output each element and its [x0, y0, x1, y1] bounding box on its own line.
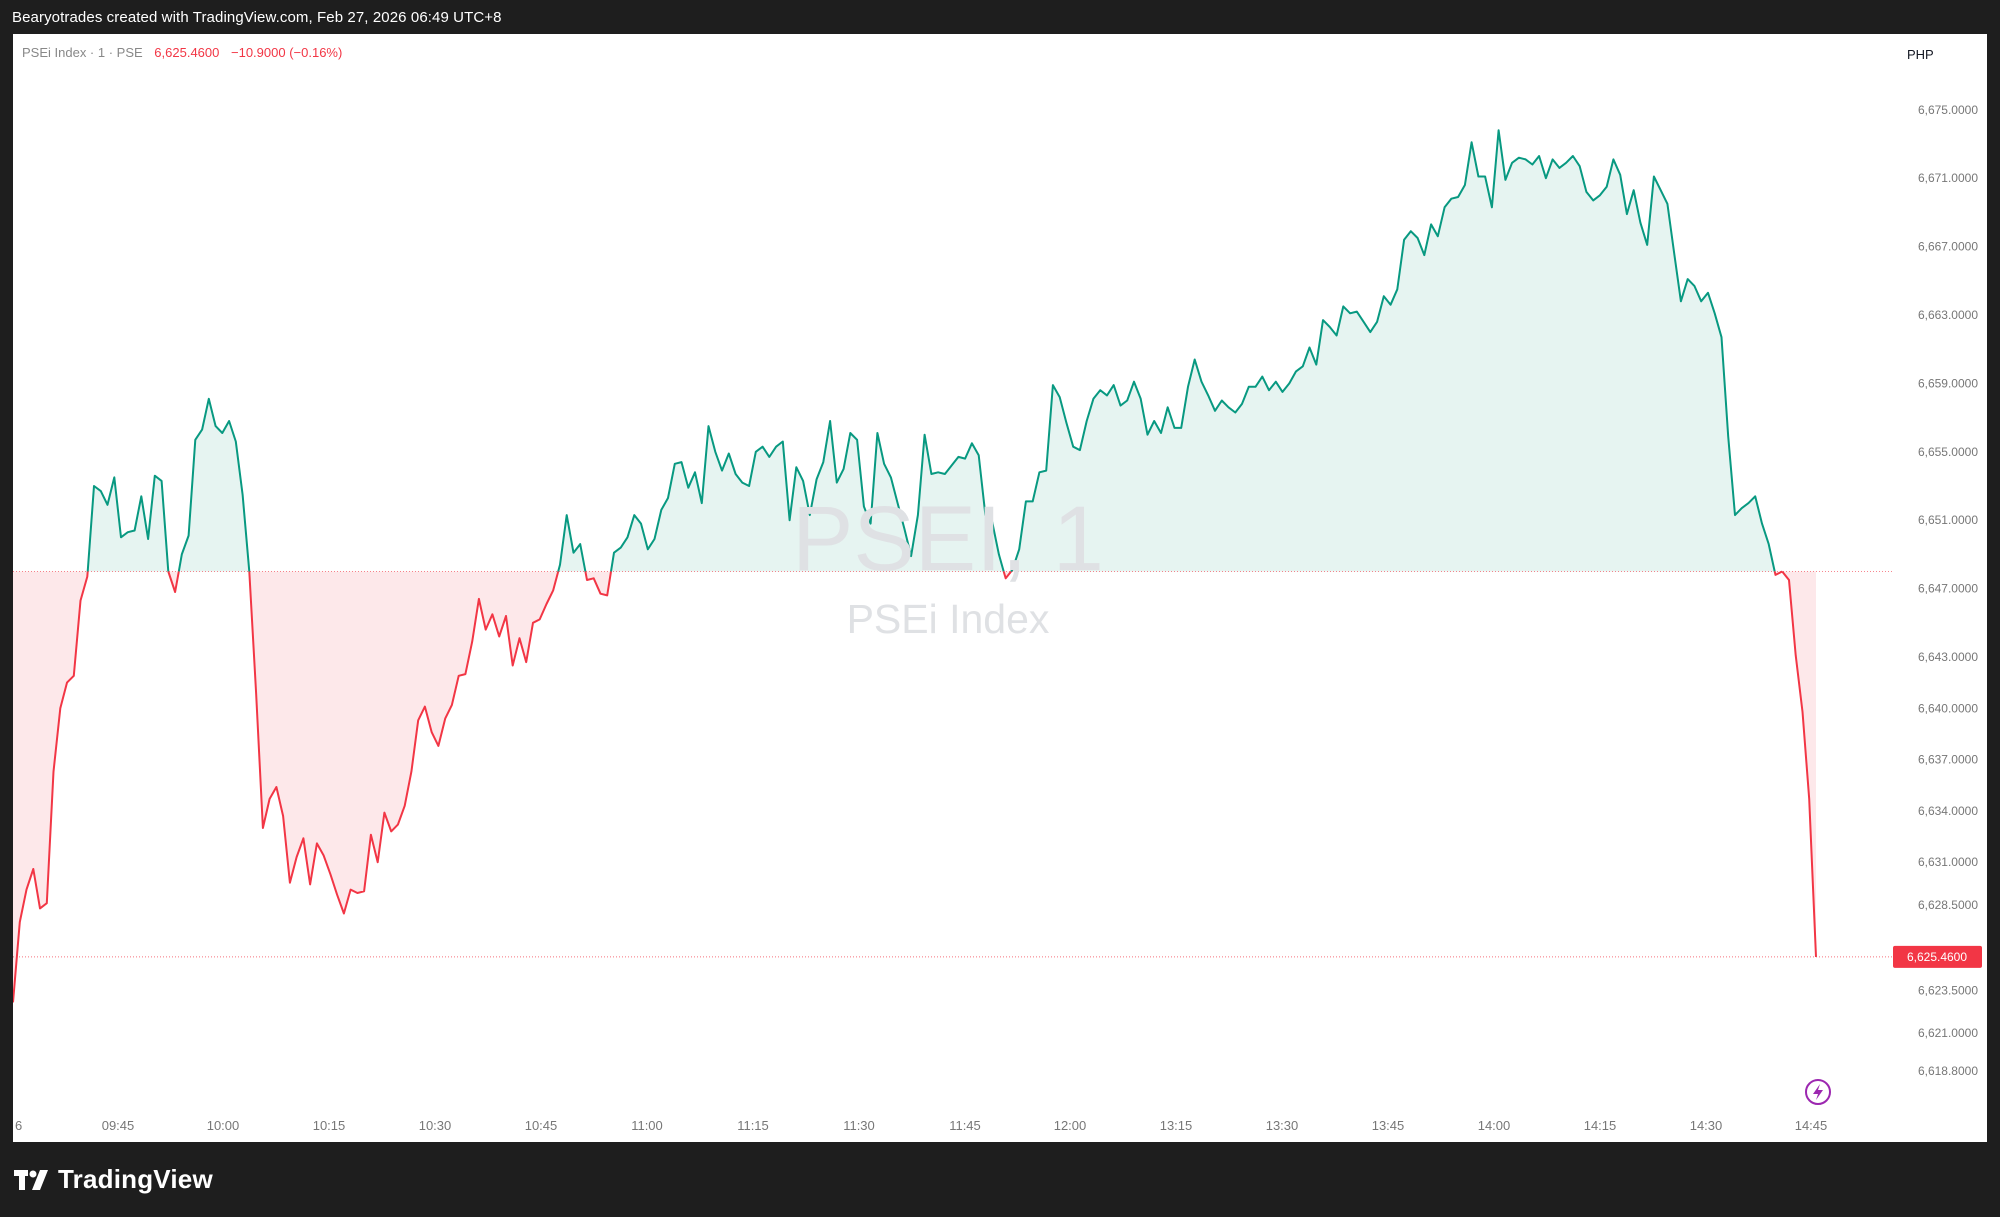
y-tick-label: 6,637.0000	[1918, 753, 1978, 767]
legend-change: −10.9000 (−0.16%)	[231, 45, 342, 60]
x-tick-label: 13:30	[1266, 1118, 1299, 1133]
price-chart[interactable]: PSEI, 1 PSEi Index PSEi Index · 1 · PSE …	[13, 34, 1987, 1142]
x-tick-label: 10:15	[313, 1118, 346, 1133]
x-tick-label: 14:30	[1690, 1118, 1723, 1133]
credit-text: Bearyotrades created with TradingView.co…	[12, 9, 502, 26]
y-tick-label: 6,618.8000	[1918, 1064, 1978, 1078]
y-tick-label: 6,623.5000	[1918, 984, 1978, 998]
area-fill-segment	[585, 571, 611, 596]
x-tick-label: 11:30	[843, 1118, 875, 1133]
series-line-segment	[610, 420, 1005, 572]
symbol-legend[interactable]: PSEi Index · 1 · PSE 6,625.4600 −10.9000…	[22, 45, 342, 60]
x-tick-label: 14:15	[1584, 1118, 1617, 1133]
y-tick-label: 6,643.0000	[1918, 650, 1978, 664]
y-tick-label: 6,631.0000	[1918, 855, 1978, 869]
series-line-segment	[1781, 570, 1817, 957]
y-axis: 6,675.0000 6,671.0000 6,667.0000 6,663.0000…	[1918, 103, 1978, 1078]
y-tick-label: 6,675.0000	[1918, 103, 1978, 117]
y-tick-label: 6,663.0000	[1918, 308, 1978, 322]
price-label-badge: 6,625.4600	[1893, 945, 1982, 968]
x-tick-label: 10:00	[207, 1118, 240, 1133]
top-bar: Bearyotrades created with TradingView.co…	[0, 0, 2000, 34]
y-tick-label: 6,655.0000	[1918, 445, 1978, 459]
chart-panel[interactable]: PSEI, 1 PSEi Index PSEi Index · 1 · PSE …	[13, 34, 1987, 1142]
y-tick-label: 6,621.0000	[1918, 1026, 1978, 1040]
series-line-segment	[1010, 129, 1776, 573]
series-line-segment	[86, 474, 170, 572]
area-fill-segment	[249, 571, 559, 914]
x-tick-label: 11:45	[949, 1118, 981, 1133]
y-tick-label: 6,659.0000	[1918, 376, 1978, 390]
tradingview-brand[interactable]: TradingView	[14, 1164, 213, 1195]
legend-last: 6,625.4600	[154, 45, 219, 60]
y-tick-label: 6,634.0000	[1918, 804, 1978, 818]
area-fill-segment	[178, 398, 250, 572]
series-line-segment	[13, 571, 89, 1003]
footer: TradingView	[0, 1142, 2000, 1217]
svg-text:PSEi Index · 1 · PSE 6: PSEi Index · 1 · PSE 6,625.4600 −10.9000…	[22, 45, 342, 60]
series-line-segment	[584, 571, 612, 597]
area-fill-segment	[1011, 130, 1775, 572]
series-line-segment	[248, 571, 560, 915]
y-tick-label: 6,671.0000	[1918, 171, 1978, 185]
area-fill-segment	[87, 475, 169, 572]
watermark-name: PSEi Index	[847, 596, 1050, 642]
y-tick-label: 6,651.0000	[1918, 513, 1978, 527]
series-line-segment	[177, 397, 251, 572]
area-fill-segment	[1782, 571, 1816, 957]
x-tick-label: 11:00	[631, 1118, 663, 1133]
watermark-ticker: PSEI, 1	[792, 488, 1104, 590]
x-tick-label: 09:45	[102, 1118, 135, 1133]
series-line-segment	[1773, 570, 1783, 576]
legend-symbol: PSEi Index · 1 · PSE	[22, 45, 143, 60]
x-tick-label: 11:15	[737, 1118, 769, 1133]
series-line-segment	[1002, 570, 1012, 580]
price-lines	[13, 129, 1817, 1003]
y-tick-label: 6,640.0000	[1918, 701, 1978, 715]
y-tick-label: 6,647.0000	[1918, 582, 1978, 596]
x-tick-label: 12:00	[1054, 1118, 1087, 1133]
x-tick-label: 10:30	[419, 1118, 452, 1133]
brand-name: TradingView	[58, 1164, 213, 1194]
currency-button[interactable]: PHP	[1897, 38, 1985, 68]
price-label: 6,625.4600	[1907, 950, 1967, 964]
y-tick-label: 6,667.0000	[1918, 240, 1978, 254]
x-tick-label: 14:45	[1795, 1118, 1828, 1133]
y-tick-label: 6,628.5000	[1918, 898, 1978, 912]
lightning-bolt-icon[interactable]	[1805, 1079, 1831, 1105]
x-tick-label: 13:45	[1372, 1118, 1405, 1133]
x-tick-label: 14:00	[1478, 1118, 1511, 1133]
series-line-segment	[557, 514, 587, 572]
x-tick-label: 6	[15, 1118, 22, 1133]
series-line-segment	[167, 571, 180, 593]
x-tick-label: 10:45	[525, 1118, 558, 1133]
currency-label: PHP	[1907, 47, 1934, 62]
x-axis: 6 09:45 10:00 10:15 10:30 10:45 11:00 11:15 11:3…	[15, 1118, 1827, 1133]
tradingview-logo-icon	[14, 1169, 48, 1190]
x-tick-label: 13:15	[1160, 1118, 1193, 1133]
